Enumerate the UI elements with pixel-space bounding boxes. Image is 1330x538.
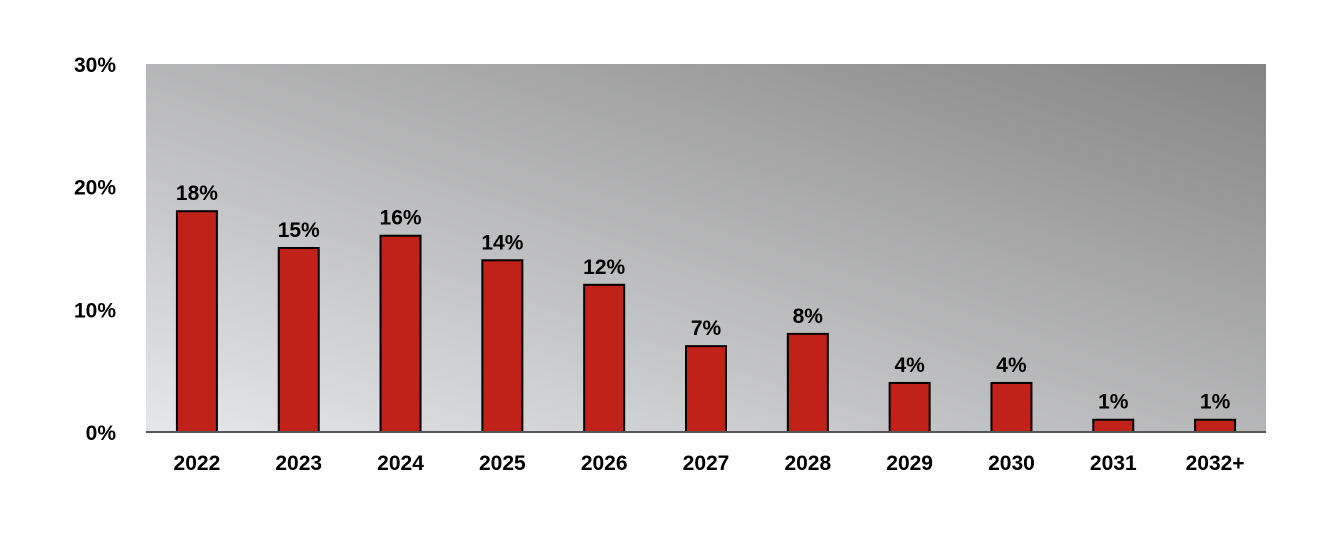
x-tick-label: 2028: [784, 452, 831, 475]
data-label: 18%: [176, 182, 218, 205]
bar: [481, 259, 524, 433]
x-tick-label: 2025: [479, 452, 526, 475]
data-label: 15%: [278, 219, 320, 242]
y-tick-label: 20%: [74, 177, 116, 200]
y-axis-ticks: 0% 10% 20% 30%: [74, 54, 116, 445]
data-label: 4%: [894, 354, 925, 377]
x-tick-label: 2024: [377, 452, 424, 475]
bar: [277, 247, 320, 433]
data-labels: 18% 15% 16% 14% 12% 7% 8% 4% 4% 1% 1%: [176, 182, 1231, 414]
data-label: 8%: [793, 305, 824, 328]
data-label: 14%: [481, 231, 523, 254]
bars: [175, 210, 1237, 434]
x-axis-category-labels: 2022 2023 2024 2025 2026 2027 2028 2029 2030 2031…: [174, 452, 1245, 475]
y-tick-label: 30%: [74, 54, 116, 77]
x-tick-label: 2026: [581, 452, 628, 475]
data-label: 4%: [996, 354, 1027, 377]
bar: [175, 210, 218, 433]
x-tick-label: 2023: [275, 452, 322, 475]
x-tick-label: 2031: [1090, 452, 1137, 475]
bar: [786, 332, 829, 433]
y-tick-label: 10%: [74, 299, 116, 322]
x-tick-label: 2029: [886, 452, 933, 475]
x-tick-label: 2030: [988, 452, 1035, 475]
bar: [990, 381, 1033, 433]
bar: [379, 234, 422, 433]
bar: [1092, 418, 1135, 434]
data-label: 1%: [1200, 391, 1231, 414]
x-tick-label: 2022: [174, 452, 221, 475]
bar: [888, 381, 931, 433]
x-tick-label: 2032+: [1186, 452, 1245, 475]
data-label: 1%: [1098, 391, 1129, 414]
data-label: 12%: [583, 256, 625, 279]
data-label: 16%: [380, 207, 422, 230]
bar: [685, 345, 727, 433]
y-tick-label: 0%: [86, 422, 117, 445]
x-tick-label: 2027: [683, 452, 730, 475]
bar: [1194, 418, 1237, 434]
bar: [583, 283, 626, 433]
data-label: 7%: [691, 317, 722, 340]
